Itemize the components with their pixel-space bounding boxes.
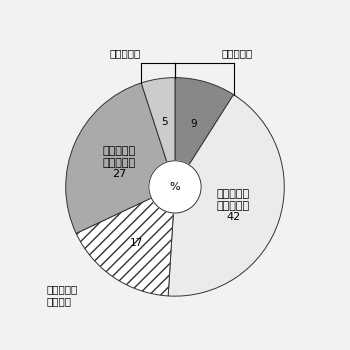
Text: 9: 9 (190, 119, 197, 129)
Text: どちらとも
いえない: どちらとも いえない (47, 284, 78, 306)
Text: 17: 17 (130, 238, 143, 248)
Text: どちらかと
いえば反対
27: どちらかと いえば反対 27 (102, 146, 135, 179)
Wedge shape (76, 187, 175, 296)
Text: 大いに賛成: 大いに賛成 (222, 49, 253, 58)
Wedge shape (141, 78, 175, 187)
Text: 大いに反対: 大いに反対 (109, 49, 140, 58)
Wedge shape (168, 94, 284, 296)
Text: どちらかと
いえば賛成
42: どちらかと いえば賛成 42 (217, 189, 250, 222)
Text: %: % (170, 182, 180, 192)
Text: 5: 5 (161, 117, 168, 127)
Circle shape (149, 161, 201, 213)
Wedge shape (175, 78, 233, 187)
Wedge shape (66, 83, 175, 233)
